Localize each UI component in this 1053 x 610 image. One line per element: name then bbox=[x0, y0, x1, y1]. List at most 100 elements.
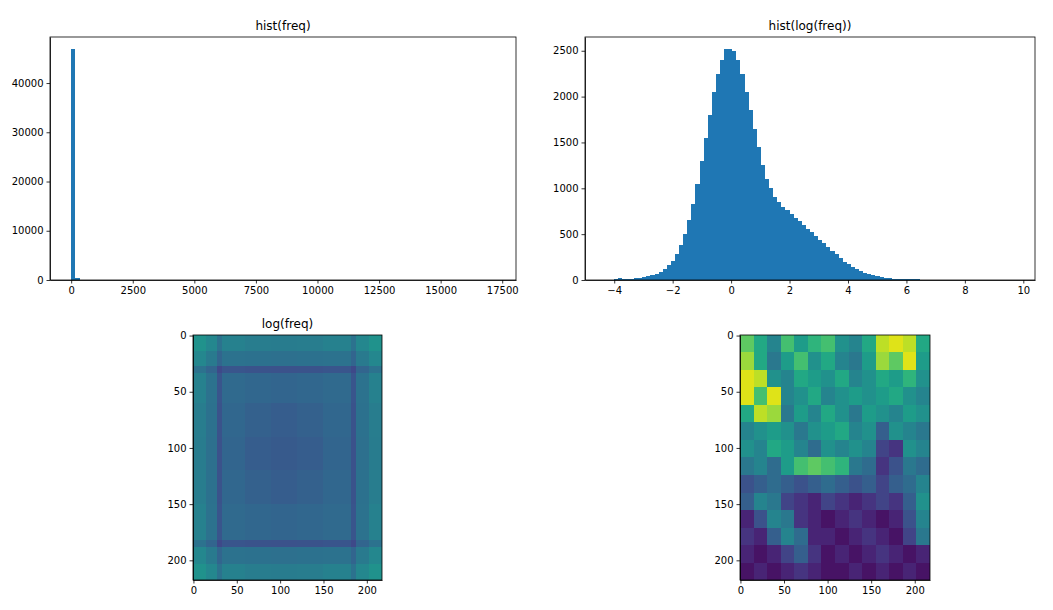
heatmap-cell bbox=[754, 440, 768, 457]
y-tick-mark bbox=[737, 392, 741, 393]
heatmap-cell bbox=[876, 563, 890, 580]
y-tick-label: 150 bbox=[714, 499, 733, 510]
heatmap-cell bbox=[754, 457, 768, 475]
heatmap-cell bbox=[916, 563, 930, 580]
x-tick-label: 100 bbox=[819, 585, 838, 596]
x-tick-label: 200 bbox=[358, 585, 377, 596]
heatmap-cell bbox=[369, 504, 382, 540]
histogram-bar bbox=[822, 243, 826, 280]
heatmap-cell bbox=[821, 510, 835, 528]
y-tick-mark bbox=[190, 392, 194, 393]
heatmap-cell bbox=[876, 440, 890, 457]
heatmap-cell bbox=[206, 373, 218, 404]
x-tick-mark bbox=[441, 280, 442, 284]
heatmap-cell bbox=[916, 405, 930, 422]
x-tick: 15000 bbox=[425, 280, 457, 296]
x-tick: 2 bbox=[787, 280, 793, 296]
heatmap-cell bbox=[356, 547, 370, 564]
heatmap-cell bbox=[821, 493, 835, 510]
x-tick: 0 bbox=[738, 580, 744, 596]
heatmap-cell bbox=[794, 528, 808, 545]
y-tick: 30000 bbox=[12, 127, 50, 138]
heatmap-cell bbox=[889, 493, 903, 510]
histogram-bar bbox=[695, 184, 699, 280]
heatmap-cell bbox=[740, 440, 754, 457]
histogram-bar bbox=[781, 207, 785, 280]
x-tick-mark bbox=[673, 280, 674, 284]
heatmap-cell bbox=[794, 440, 808, 457]
x-tick-mark bbox=[614, 280, 615, 284]
x-tick: 50 bbox=[231, 580, 244, 596]
heatmap-cell bbox=[889, 545, 903, 563]
heatmap-cell bbox=[808, 457, 822, 475]
heatmap-cell bbox=[916, 387, 930, 405]
heatmap-cell bbox=[808, 422, 822, 440]
histogram-bar bbox=[871, 275, 875, 280]
heatmap-cell bbox=[271, 366, 298, 373]
x-tick-mark bbox=[731, 280, 732, 284]
heatmap-cell bbox=[889, 440, 903, 457]
heatmap-cell bbox=[903, 405, 917, 422]
y-tick-label: 30000 bbox=[12, 127, 44, 138]
heatmap-cell bbox=[808, 563, 822, 580]
heatmap-cell bbox=[876, 510, 890, 528]
histogram-bar bbox=[867, 274, 871, 280]
heatmap-cell bbox=[849, 545, 863, 563]
heatmap-cell bbox=[323, 366, 351, 373]
histogram-bar bbox=[71, 49, 75, 280]
heatmap-cell bbox=[323, 403, 351, 437]
heatmap-cell bbox=[821, 563, 835, 580]
histogram-bar bbox=[847, 264, 851, 280]
heatmap-cell bbox=[849, 387, 863, 405]
x-axis-line bbox=[194, 580, 383, 581]
heatmap-cell bbox=[821, 422, 835, 440]
y-tick-mark bbox=[47, 280, 51, 281]
x-tick-label: 15000 bbox=[425, 285, 457, 296]
heatmap-cell bbox=[754, 528, 768, 545]
x-tick: −4 bbox=[607, 280, 622, 296]
x-axis-line bbox=[586, 280, 1036, 281]
x-tick: 10000 bbox=[302, 280, 334, 296]
histogram-bar bbox=[679, 245, 683, 280]
y-tick-label: 1500 bbox=[553, 137, 578, 148]
heatmap-cell bbox=[271, 547, 298, 564]
heatmap-cell bbox=[245, 540, 272, 547]
heatmap-cell bbox=[889, 528, 903, 545]
heatmap-cell bbox=[781, 405, 795, 422]
y-tick: 1500 bbox=[553, 137, 585, 148]
panel: −4−2024681005001000150020002500hist(log(… bbox=[553, 19, 1035, 296]
heatmap-cell bbox=[297, 335, 324, 352]
y-tick-label: 2000 bbox=[553, 91, 578, 102]
heatmap-cell bbox=[245, 403, 272, 437]
plot-frame bbox=[740, 335, 930, 580]
heatmap-cell bbox=[835, 475, 849, 493]
x-tick-mark bbox=[828, 580, 829, 584]
x-tick: −2 bbox=[666, 280, 681, 296]
histogram-bar bbox=[814, 236, 818, 280]
histogram-bar bbox=[785, 210, 789, 280]
histogram-bar bbox=[761, 165, 765, 280]
heatmap-cell bbox=[808, 405, 822, 422]
plot-area bbox=[605, 49, 1014, 280]
heatmap-cell bbox=[271, 373, 298, 404]
heatmap-cell bbox=[206, 335, 218, 352]
heatmap-cell bbox=[193, 504, 206, 540]
heatmap-cell bbox=[916, 475, 930, 493]
heatmap-cell bbox=[835, 405, 849, 422]
x-tick: 150 bbox=[314, 580, 333, 596]
heatmap-cell bbox=[916, 440, 930, 457]
heatmap-cell bbox=[271, 540, 298, 547]
heatmap-cell bbox=[351, 351, 357, 366]
heatmap-cell bbox=[767, 405, 781, 422]
x-tick: 150 bbox=[862, 580, 881, 596]
y-axis: 05001000150020002500 bbox=[553, 38, 585, 286]
heatmap-cell bbox=[767, 352, 781, 370]
heatmap-cell bbox=[781, 457, 795, 475]
heatmap-cell bbox=[767, 545, 781, 563]
heatmap-cell bbox=[916, 510, 930, 528]
heatmap-cell bbox=[781, 422, 795, 440]
heatmap-cell bbox=[821, 440, 835, 457]
heatmap-cell bbox=[903, 493, 917, 510]
x-tick: 2500 bbox=[121, 280, 146, 296]
heatmap-cell bbox=[794, 352, 808, 370]
